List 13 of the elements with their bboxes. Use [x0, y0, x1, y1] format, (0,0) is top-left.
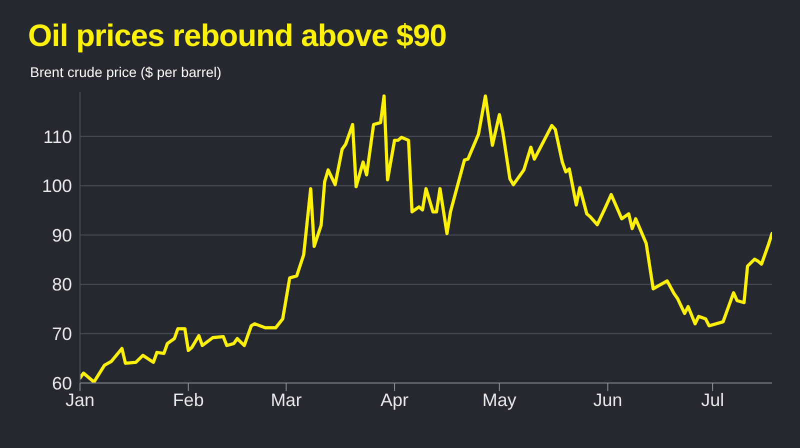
x-tick-label: Mar	[270, 390, 302, 410]
chart-title: Oil prices rebound above $90	[28, 18, 446, 54]
x-tick-label: Apr	[380, 390, 409, 410]
y-tick-label: 80	[52, 274, 72, 295]
chart-subtitle: Brent crude price ($ per barrel)	[30, 64, 222, 80]
y-tick-label: 110	[43, 126, 72, 147]
y-tick-label: 100	[42, 176, 72, 196]
y-tick-label: 90	[52, 225, 72, 246]
x-tick-label: Feb	[172, 390, 204, 410]
y-tick-label: 70	[52, 324, 72, 344]
x-tick-label: May	[482, 390, 516, 410]
x-tick-label: Jul	[701, 390, 724, 410]
x-tick-label: Jun	[593, 390, 622, 410]
